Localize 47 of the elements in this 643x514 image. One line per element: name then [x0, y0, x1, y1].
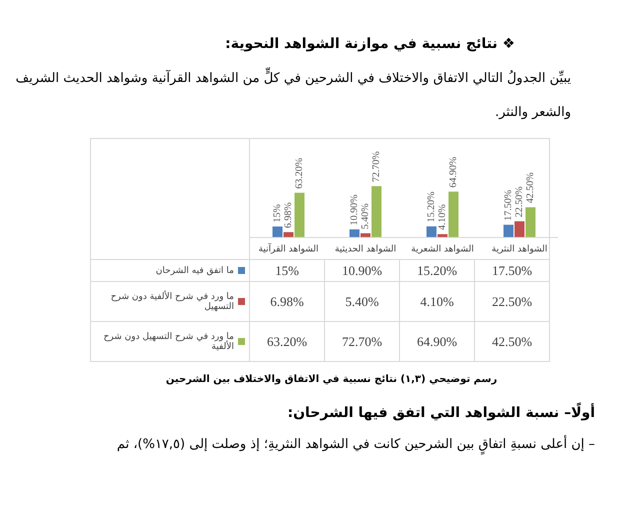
data-label: 22.50% — [474, 282, 550, 322]
data-label: 17.50% — [474, 260, 550, 282]
bar — [514, 221, 524, 237]
bar — [504, 224, 514, 237]
x-tick-label: الشواهد الشعرية — [411, 244, 474, 254]
text: 5.40% — [360, 203, 371, 230]
data-label: 5.40% — [324, 282, 400, 322]
text: – إن أعلى نسبةِ اتفاقٍ بين الشرحين كانت في الشواهد النثريةِ؛ إذ وصلت إلى (١٧,٥%)، ثم — [116, 437, 596, 452]
text: 6.98% — [283, 202, 294, 228]
data-label: 64.90% — [400, 322, 474, 362]
data-label: 15.20% — [400, 260, 474, 282]
bar — [294, 192, 304, 237]
bar — [448, 192, 458, 237]
bar — [272, 226, 282, 237]
text: 10.90% — [349, 194, 360, 226]
data-label: 42.50% — [474, 322, 550, 362]
legend-label: ما ورد في شرح التسهيل دون شرح الألفية — [102, 332, 234, 352]
chart-title: ❖ نتائج نسبية في موازنة الشواهد النحوية: — [224, 36, 516, 52]
legend-label: ما ورد في شرح الألفية دون شرح التسهيل — [110, 292, 234, 312]
text: 4.10% — [437, 204, 448, 230]
legend-label: ما اتفق فيه الشرحان — [156, 266, 234, 276]
bar — [438, 234, 448, 237]
text: رسم توضيحي (١,٣) نتائج نسبية في الاتفاق والاختلاف بين الشرحين — [164, 374, 498, 385]
bar — [526, 207, 536, 237]
text: 17.50% — [503, 190, 514, 221]
text: 63.20% — [294, 158, 305, 189]
text: 15% — [272, 204, 283, 222]
bar — [426, 226, 436, 237]
data-label: 6.98% — [250, 282, 324, 322]
data-label: 10.90% — [324, 260, 400, 282]
data-label: 63.20% — [250, 322, 324, 362]
bar — [350, 229, 360, 237]
text: 15.20% — [426, 192, 437, 222]
text: 42.50% — [525, 172, 536, 204]
data-label: 15% — [250, 260, 324, 282]
bar — [360, 233, 370, 237]
text: 72.70% — [371, 151, 382, 182]
text: 64.90% — [448, 156, 459, 188]
x-tick-label: الشواهد النثرية — [492, 244, 548, 254]
bar — [284, 232, 294, 237]
data-label: 4.10% — [400, 282, 474, 322]
text: أولًا– نسبة الشواهد التي اتفق فيها الشرحان: — [286, 405, 596, 421]
x-tick-label: الشواهد القرآنية — [258, 242, 319, 254]
data-label: 72.70% — [324, 322, 400, 362]
bar — [372, 186, 382, 237]
x-tick-label: الشواهد الحديثية — [334, 244, 396, 254]
text: 22.50% — [514, 186, 525, 218]
